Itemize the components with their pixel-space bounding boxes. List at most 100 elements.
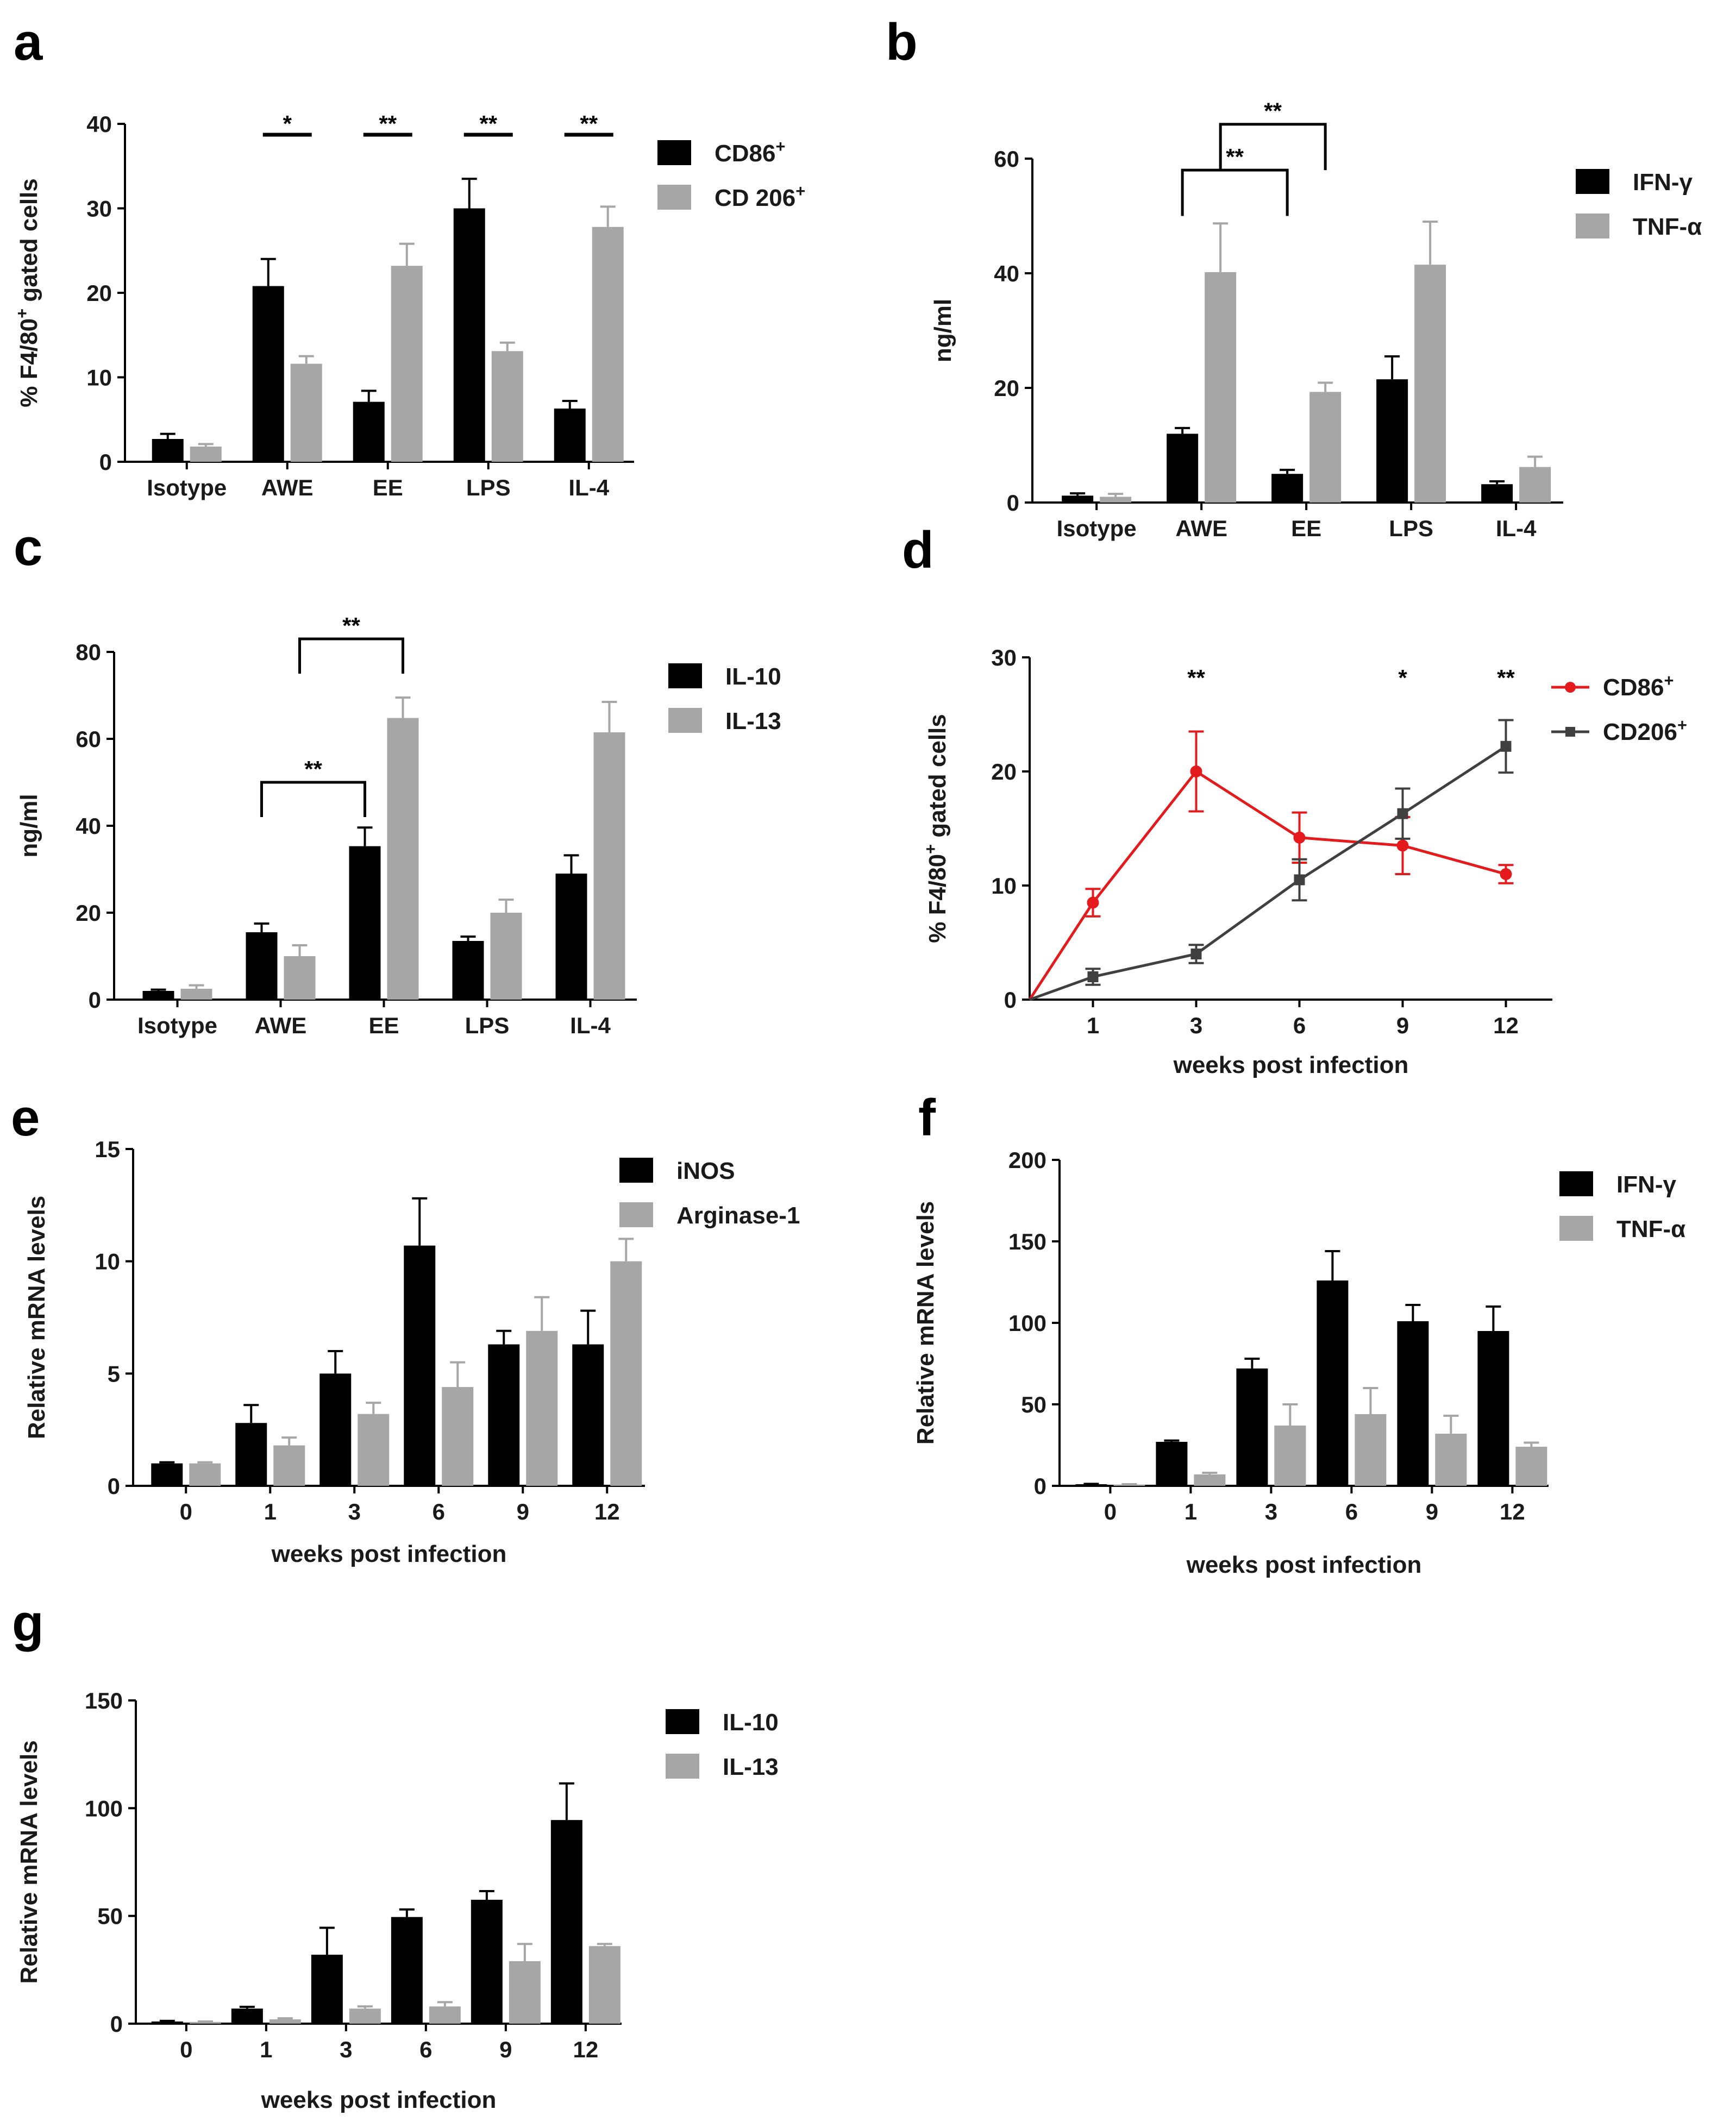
bar — [142, 991, 174, 1000]
bar — [391, 266, 423, 462]
bar — [1477, 1331, 1509, 1486]
x-tick-label: Isotype — [147, 475, 227, 500]
bar — [1309, 392, 1342, 503]
legend-label: TNF-α — [1616, 1216, 1685, 1242]
bar — [1156, 1442, 1188, 1486]
superscript: + — [12, 309, 32, 318]
x-tick-label: EE — [373, 475, 403, 500]
significance-bracket — [1181, 168, 1289, 216]
data-point — [1294, 874, 1305, 886]
bar — [491, 351, 523, 462]
bar — [189, 2021, 221, 2024]
panel-letter-e: e — [11, 1089, 40, 1147]
bar — [404, 1245, 436, 1486]
y-tick-label: 50 — [1021, 1392, 1046, 1417]
x-tick-label: 9 — [1426, 1499, 1438, 1524]
panel-c: c 0 20 40 60 80 ng/ml Isotype AWE EE LPS IL-4 ** ** IL… — [14, 518, 781, 1038]
significance-label: ** — [1264, 98, 1282, 124]
x-axis-label: weeks post infection — [271, 1541, 507, 1567]
bar — [1435, 1434, 1467, 1486]
y-tick-label: 10 — [991, 873, 1017, 899]
data-point — [1190, 765, 1202, 777]
panel-b: b 0 20 40 60 ng/ml Isotype AWE EE LPS IL-4 ** ** IFN-… — [886, 13, 1702, 541]
x-tick-label: 12 — [1493, 1013, 1519, 1038]
x-tick-label: 12 — [594, 1499, 620, 1524]
bar — [550, 1820, 582, 2024]
y-tick-label: 5 — [108, 1361, 120, 1386]
bar — [1519, 467, 1551, 503]
x-tick-label: LPS — [466, 475, 511, 500]
bar — [353, 401, 385, 462]
legend-swatch — [666, 1709, 699, 1734]
legend-swatch — [619, 1202, 653, 1227]
legend-label: CD206+ — [1603, 715, 1687, 746]
bar — [526, 1330, 558, 1486]
y-axis-label: ng/ml — [16, 794, 42, 857]
legend-label: IL-13 — [725, 708, 781, 734]
bar — [509, 1961, 541, 2024]
y-tick-label: 30 — [86, 196, 112, 222]
x-axis-label: weeks post infection — [1173, 1052, 1409, 1078]
legend-marker — [1565, 682, 1576, 693]
bar — [189, 1463, 221, 1486]
y-tick-label: 30 — [991, 645, 1017, 670]
panel-letter-a: a — [14, 13, 43, 71]
x-tick-label: 3 — [1190, 1013, 1202, 1038]
x-tick-label: 9 — [517, 1499, 529, 1524]
significance-label: ** — [1187, 665, 1205, 690]
bar — [593, 732, 625, 1000]
superscript: + — [1677, 715, 1687, 734]
x-tick-label: EE — [1291, 516, 1321, 541]
superscript: + — [776, 137, 786, 156]
y-tick-label: 0 — [99, 449, 112, 475]
bar — [1397, 1321, 1429, 1486]
legend-label: IL-10 — [725, 663, 781, 690]
bar — [1515, 1447, 1547, 1486]
y-axis-label: Relative mRNA levels — [912, 1201, 939, 1445]
significance-bracket — [1219, 123, 1327, 171]
x-tick-label: IL-4 — [1496, 516, 1537, 541]
y-tick-label: 60 — [76, 726, 101, 752]
legend-label: CD86+ — [715, 137, 786, 167]
y-tick-label: 100 — [1008, 1310, 1046, 1336]
bar — [555, 874, 587, 1000]
bar — [311, 1955, 343, 2024]
x-tick-label: 0 — [1104, 1499, 1117, 1524]
significance-label: * — [283, 111, 292, 136]
y-tick-label: 20 — [86, 280, 112, 306]
x-tick-label: 9 — [1396, 1013, 1409, 1038]
y-tick-label: 40 — [76, 813, 101, 839]
x-tick-label: AWE — [255, 1013, 307, 1038]
data-point — [1397, 808, 1408, 819]
x-axis-label: weeks post infection — [1186, 1552, 1422, 1578]
bar — [592, 227, 624, 462]
bar — [391, 1917, 423, 2024]
legend-swatch — [1559, 1171, 1593, 1196]
x-tick-label: 1 — [1087, 1013, 1099, 1038]
y-tick-label: 40 — [994, 261, 1019, 286]
data-point — [1396, 839, 1409, 852]
x-tick-label: 1 — [260, 2037, 272, 2062]
bar — [269, 2019, 301, 2024]
y-tick-label: 0 — [108, 1473, 120, 1499]
bar — [452, 941, 484, 1000]
x-tick-label: 1 — [264, 1499, 277, 1524]
y-tick-label: 150 — [1008, 1229, 1046, 1254]
bar — [453, 208, 485, 462]
legend-swatch — [657, 185, 691, 210]
series-line — [1028, 769, 1507, 1001]
x-tick-label: 6 — [419, 2037, 432, 2062]
legend-marker — [1565, 727, 1575, 737]
panel-letter-g: g — [12, 1594, 44, 1652]
superscript: + — [1664, 671, 1674, 690]
legend-swatch — [1576, 169, 1609, 194]
panel-letter-d: d — [902, 521, 934, 579]
y-axis-label: % F4/80+ gated cells — [921, 714, 951, 943]
x-axis-label: weeks post infection — [261, 2087, 497, 2113]
x-tick-label: 6 — [1345, 1499, 1358, 1524]
bar — [490, 913, 522, 1000]
y-tick-label: 10 — [86, 365, 112, 391]
significance-label: ** — [580, 111, 598, 136]
bar — [246, 932, 278, 1000]
bar — [152, 439, 184, 462]
